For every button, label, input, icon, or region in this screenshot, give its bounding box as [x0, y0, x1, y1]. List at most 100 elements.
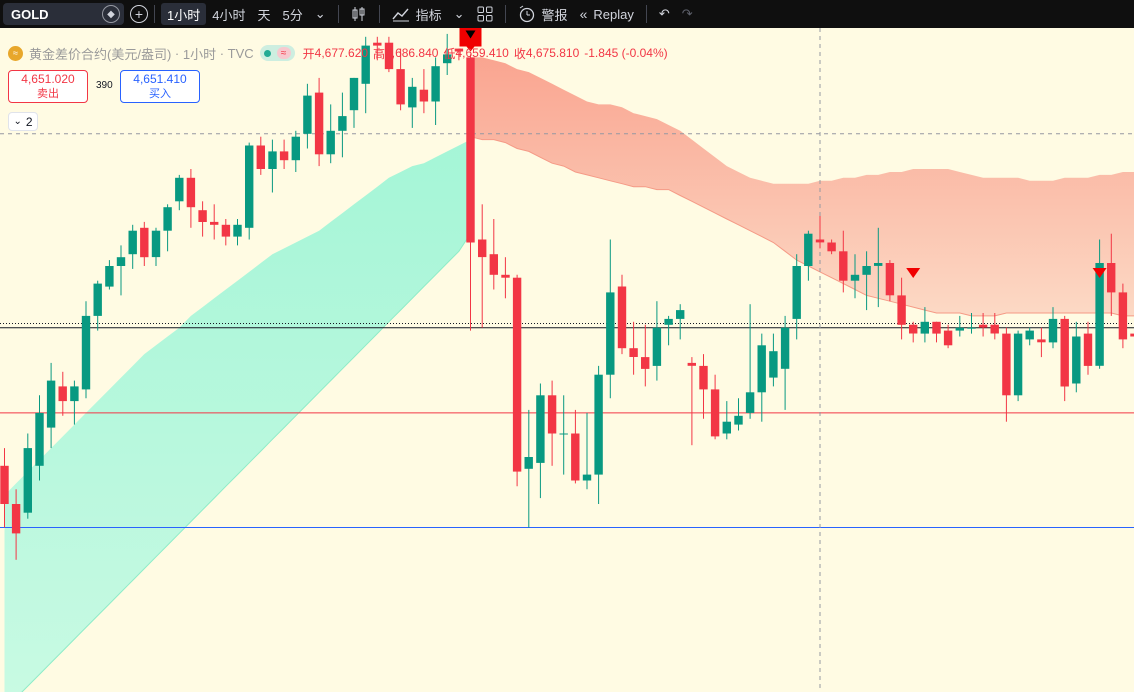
redo-icon[interactable]: ↷: [681, 6, 693, 21]
timeframe-5m[interactable]: 5分: [282, 7, 303, 23]
buy-price: 4,651.410: [133, 72, 187, 86]
candle-body: [1095, 263, 1104, 366]
timeframe-4h[interactable]: 4小时: [212, 7, 246, 23]
candle-body: [617, 286, 627, 349]
candle-body: [245, 145, 254, 228]
candle-body: [326, 130, 335, 155]
candle-body: [815, 239, 825, 243]
candle-body: [443, 54, 452, 64]
candle-body: [291, 136, 300, 161]
candles-type-icon[interactable]: [345, 3, 373, 25]
close-label: 收: [513, 46, 526, 61]
symbol-label: GOLD: [11, 6, 49, 22]
top-toolbar: GOLD ◆ + 1小时 4小时 天 5分 ⌄ 指标 ⌄ 警报 « Repla: [0, 0, 1134, 28]
bear-band: [470, 57, 1134, 316]
candle-body: [920, 321, 929, 334]
candle-body: [792, 266, 801, 319]
price-chart[interactable]: [0, 28, 1134, 692]
sell-label: 卖出: [37, 88, 59, 100]
buy-label: 买入: [149, 88, 171, 100]
toolbar-divider: [645, 5, 647, 23]
candle-body: [1037, 339, 1046, 343]
candle-body: [198, 210, 207, 222]
candle-body: [163, 207, 172, 231]
candle-body: [279, 151, 289, 161]
candle-body: [11, 504, 21, 534]
timeframe-1h[interactable]: 1小时: [161, 3, 207, 25]
candle-body: [431, 66, 440, 102]
open-label: 开: [302, 46, 315, 61]
low-label: 低: [443, 46, 456, 61]
indicators-count: 2: [25, 114, 33, 129]
candlestick-icon: [352, 7, 365, 21]
candle-body: [1060, 318, 1069, 387]
legend-interval: 1小时: [182, 46, 217, 62]
indicators-button[interactable]: 指标: [386, 3, 448, 25]
candle-body: [1107, 263, 1116, 293]
candle-body: [512, 277, 522, 472]
candle-body: [303, 95, 312, 134]
layout-grid-icon[interactable]: [471, 3, 499, 25]
undo-icon[interactable]: ↶: [658, 6, 670, 21]
candle-body: [268, 151, 277, 169]
symbol-search[interactable]: GOLD ◆: [3, 3, 124, 25]
spread-value: 390: [96, 80, 113, 91]
candle-body: [582, 474, 592, 481]
candle-body: [70, 386, 79, 402]
candle-body: [606, 292, 615, 375]
market-status[interactable]: ≈: [259, 45, 295, 61]
sell-button[interactable]: 4,651.020 卖出: [8, 70, 88, 103]
alarm-clock-icon: [519, 5, 534, 23]
compare-icon[interactable]: ◆: [102, 5, 120, 23]
rewind-icon: «: [579, 6, 588, 22]
candle-body: [408, 86, 417, 108]
replay-label: Replay: [593, 6, 634, 22]
add-symbol-icon[interactable]: +: [130, 5, 148, 23]
candle-body: [175, 177, 184, 202]
candle-body: [943, 330, 953, 346]
legend-separator: ·: [171, 45, 183, 61]
replay-button[interactable]: « Replay: [574, 3, 640, 25]
alert-button[interactable]: 警报: [512, 3, 574, 25]
price-lines: [0, 28, 1134, 692]
candle-body: [536, 395, 545, 463]
candle-body: [151, 230, 161, 258]
sell-arrow-marker: [906, 268, 921, 278]
candle-body: [1002, 333, 1011, 396]
candle-body: [105, 266, 114, 287]
indicators-label: 指标: [415, 7, 442, 23]
low-value: 4,659.410: [455, 46, 509, 60]
candle-body: [594, 374, 603, 475]
timeframe-1d[interactable]: 天: [257, 7, 271, 23]
candle-body: [361, 45, 370, 84]
candle-body: [804, 233, 813, 266]
candle-body: [1072, 336, 1081, 384]
candle-body: [909, 324, 918, 334]
sell-price: 4,651.020: [21, 72, 75, 86]
indicators-collapse-button[interactable]: ⌄ 2: [8, 112, 38, 131]
candle-body: [722, 421, 731, 434]
indicators-chevron-down-icon[interactable]: ⌄: [453, 6, 465, 21]
candle-body: [769, 351, 778, 378]
candle-body: [338, 116, 347, 131]
grid-icon: [477, 6, 493, 22]
candle-body: [454, 48, 464, 52]
candle-body: [676, 310, 685, 319]
toolbar-divider: [154, 5, 155, 23]
timeframe-chevron-down-icon[interactable]: ⌄: [314, 6, 326, 21]
change-value: -1.845 (-0.04%): [584, 46, 668, 60]
candle-body: [466, 57, 475, 243]
toolbar-divider: [337, 5, 339, 23]
alert-label: 警报: [541, 7, 568, 23]
series-legend: ≈ 黄金差价合约(美元/盎司) · 1小时 · TVC ≈ 开 4,677.62…: [8, 44, 668, 62]
candle-body: [547, 395, 557, 434]
candle-body: [1130, 333, 1134, 337]
candle-body: [1048, 318, 1058, 343]
candle-body: [489, 254, 498, 275]
buy-button[interactable]: 4,651.410 买入: [120, 70, 200, 103]
candle-body: [932, 321, 941, 334]
candle-body: [885, 263, 895, 296]
candle-body: [780, 327, 790, 369]
candle-body: [140, 227, 149, 258]
